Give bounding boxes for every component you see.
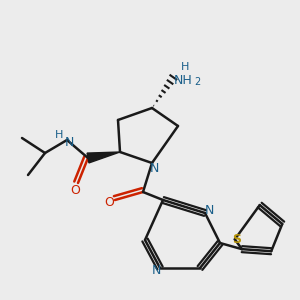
Text: NH: NH <box>174 74 192 86</box>
Text: 2: 2 <box>194 77 200 87</box>
Text: N: N <box>64 136 74 149</box>
Polygon shape <box>87 152 120 163</box>
Text: N: N <box>204 205 214 218</box>
Text: N: N <box>151 263 161 277</box>
Text: S: S <box>232 233 241 246</box>
Text: O: O <box>70 184 80 197</box>
Text: H: H <box>181 62 189 72</box>
Text: O: O <box>104 196 114 208</box>
Text: H: H <box>55 130 63 140</box>
Text: N: N <box>149 163 159 176</box>
